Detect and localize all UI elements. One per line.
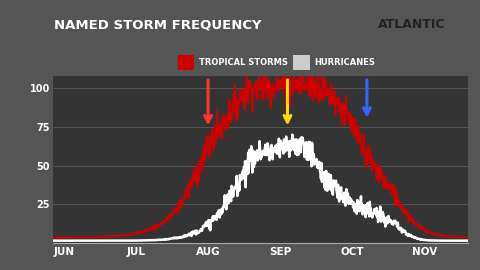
Text: HURRICANES: HURRICANES <box>314 58 375 67</box>
Text: TROPICAL STORMS: TROPICAL STORMS <box>199 58 288 67</box>
Bar <box>293 55 310 70</box>
Bar <box>178 55 194 70</box>
Text: ATLANTIC: ATLANTIC <box>378 18 445 32</box>
Text: NAMED STORM FREQUENCY: NAMED STORM FREQUENCY <box>54 18 262 32</box>
